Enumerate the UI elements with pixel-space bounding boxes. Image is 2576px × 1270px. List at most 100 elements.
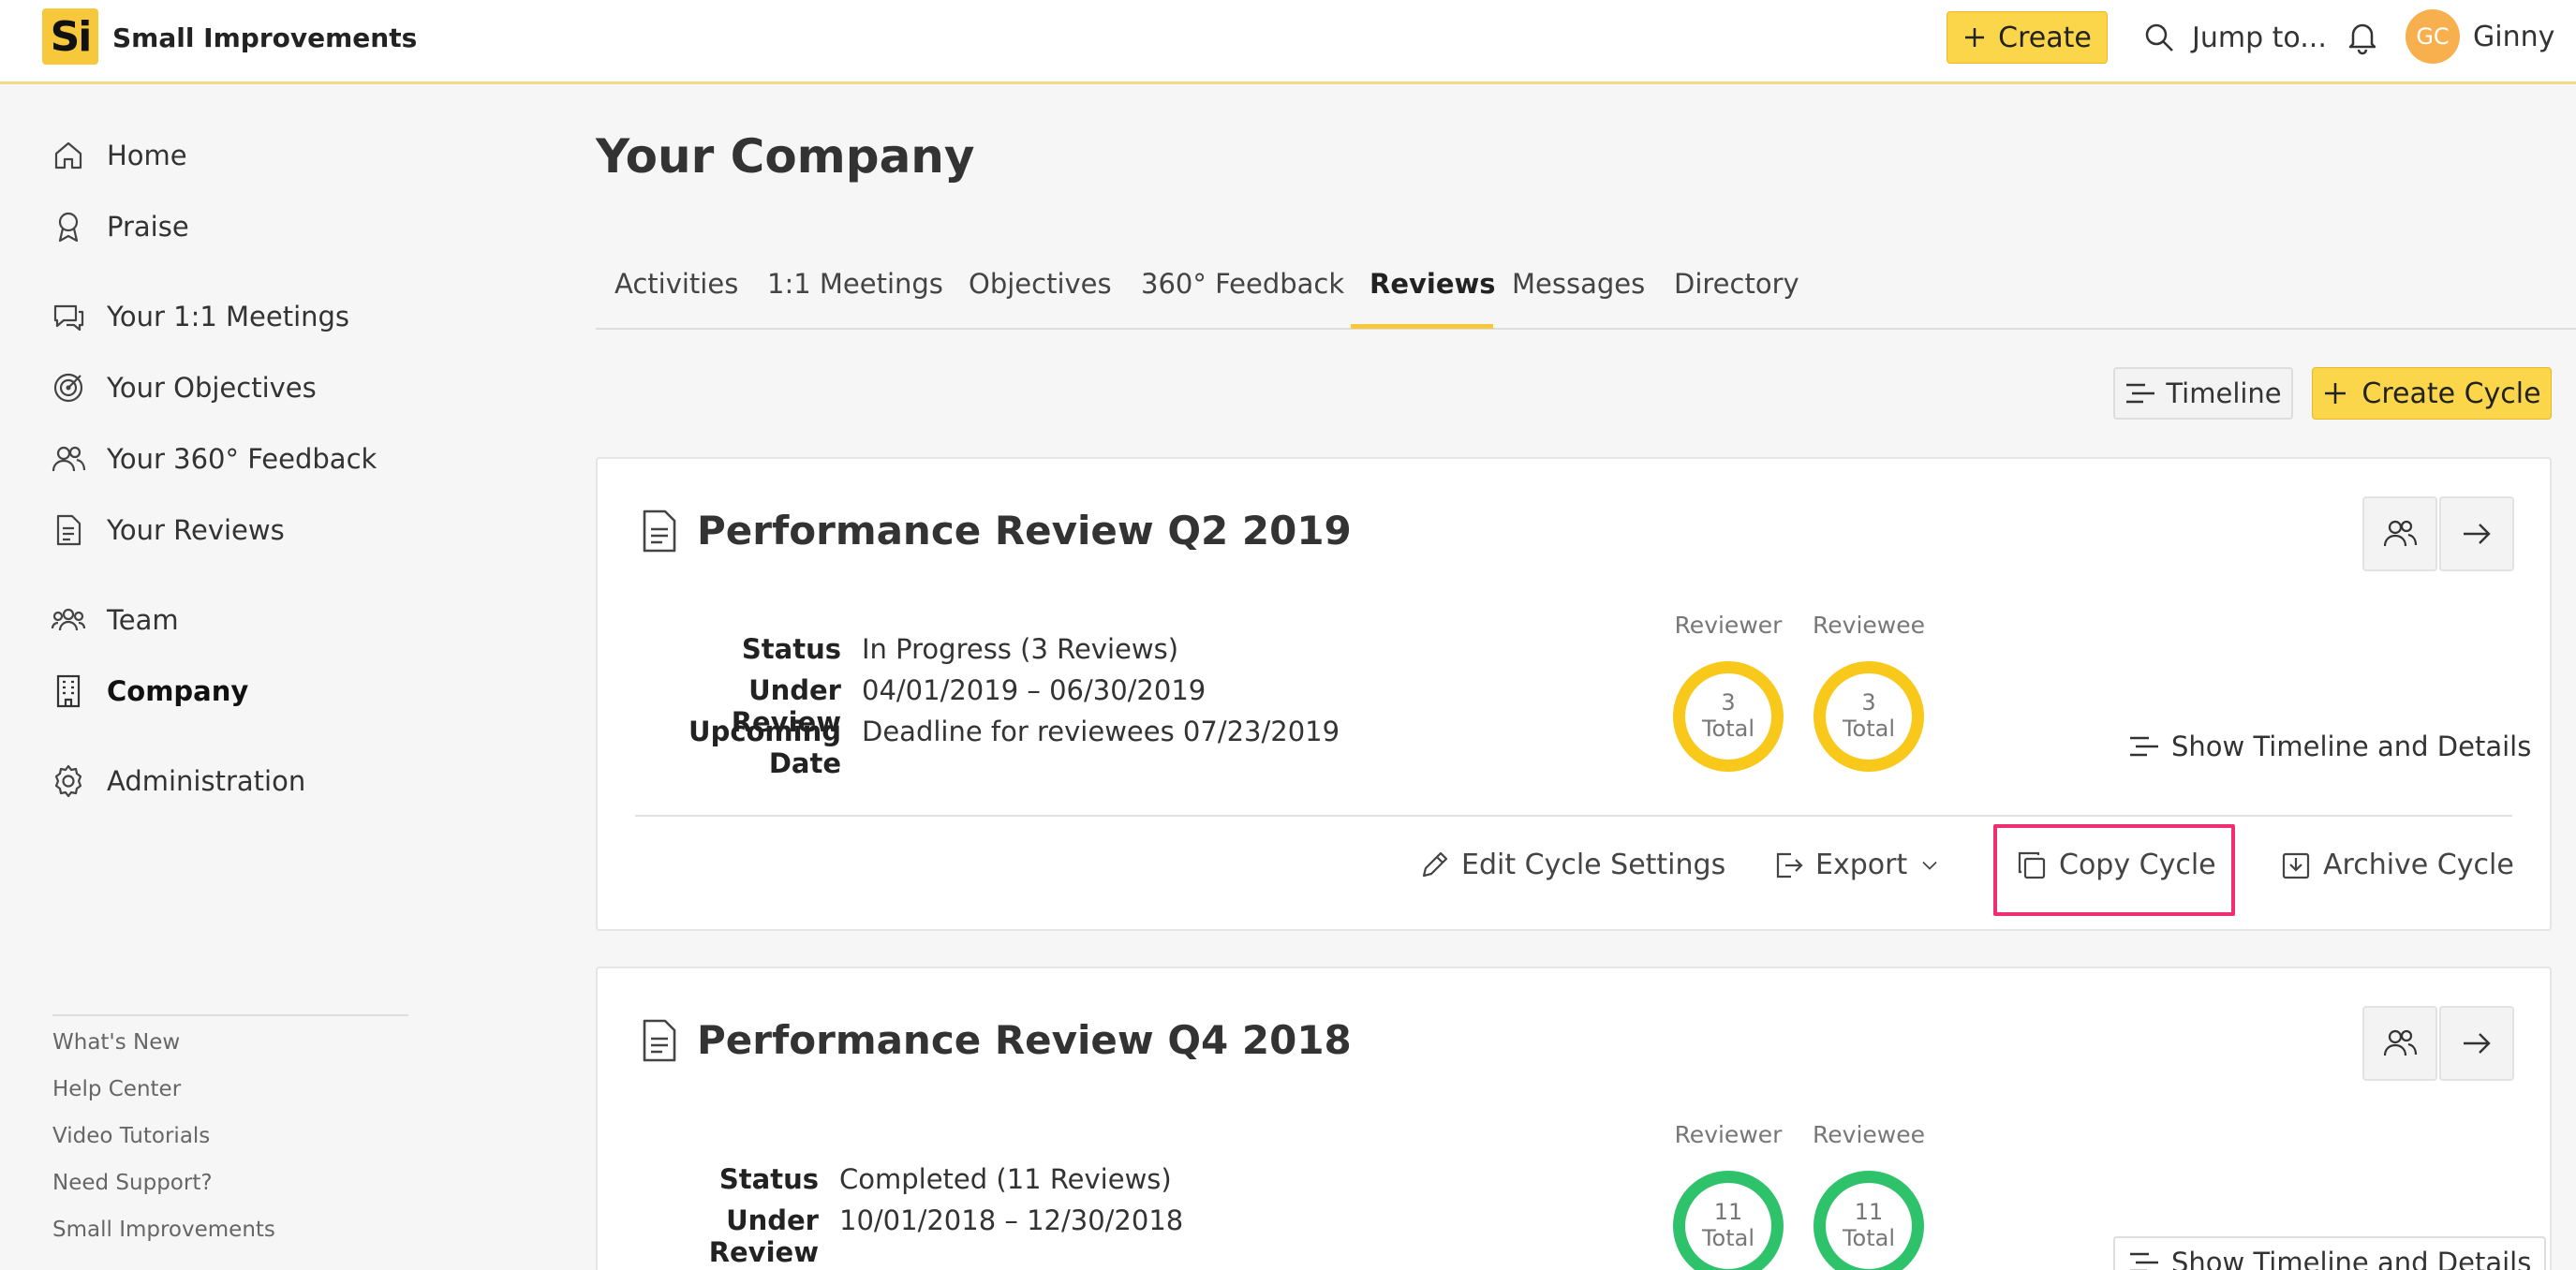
reviewee-label: Reviewee: [1813, 612, 1925, 639]
cycle-title[interactable]: Performance Review Q4 2018: [639, 1017, 1352, 1063]
sidebar-item-objectives[interactable]: Your Objectives: [51, 365, 317, 410]
open-cycle-button[interactable]: [2439, 496, 2514, 571]
reviewer-count: 3: [1721, 689, 1736, 716]
reviewee-progress-ring: 3 Total: [1814, 661, 1924, 772]
reviewer-total-label: Total: [1701, 716, 1755, 742]
card-divider: [635, 815, 2512, 817]
under-review-label: Under Review: [731, 674, 841, 738]
timeline-icon: [2130, 736, 2158, 757]
archive-cycle-label: Archive Cycle: [2323, 849, 2514, 881]
arrow-right-icon: [2464, 524, 2491, 544]
sidebar-item-label: Your Reviews: [107, 514, 285, 546]
reviewer-total-label: Total: [1701, 1225, 1755, 1251]
cycle-title[interactable]: Performance Review Q2 2019: [639, 508, 1352, 554]
sidebar-item-360-feedback[interactable]: Your 360° Feedback: [51, 436, 377, 481]
timeline-icon: [2130, 1252, 2158, 1270]
user-name[interactable]: Ginny: [2473, 21, 2555, 53]
plus-icon: [2325, 383, 2347, 404]
edit-cycle-settings-button[interactable]: Edit Cycle Settings: [1418, 849, 1725, 881]
gear-icon: [54, 764, 82, 798]
show-timeline-details-button[interactable]: Show Timeline and Details: [2113, 1236, 2547, 1270]
tab-activities[interactable]: Activities: [614, 268, 739, 300]
upcoming-date-label: Upcoming Date: [688, 716, 841, 779]
timeline-button[interactable]: Timeline: [2113, 367, 2293, 420]
pencil-icon: [1422, 851, 1448, 877]
create-button[interactable]: Create: [1947, 11, 2108, 64]
timeline-icon: [2126, 383, 2155, 404]
reviewee-progress-ring: 11 Total: [1814, 1171, 1924, 1270]
small-improvements-link[interactable]: Small Improvements: [52, 1218, 275, 1242]
under-review-label: Under Review: [708, 1204, 819, 1268]
tab-360-feedback[interactable]: 360° Feedback: [1141, 268, 1345, 300]
users-icon: [2383, 520, 2418, 547]
create-cycle-button[interactable]: Create Cycle: [2312, 367, 2552, 420]
help-center-link[interactable]: Help Center: [52, 1077, 182, 1101]
timeline-button-label: Timeline: [2166, 377, 2282, 409]
avatar[interactable]: GC: [2406, 9, 2460, 64]
target-icon: [53, 373, 83, 403]
show-details-label: Show Timeline and Details: [2171, 731, 2532, 762]
users-icon: [2383, 1029, 2418, 1056]
show-timeline-details-button[interactable]: Show Timeline and Details: [2128, 731, 2531, 762]
reviewer-progress-ring: 3 Total: [1673, 661, 1784, 772]
arrow-right-icon: [2464, 1033, 2491, 1054]
tab-bar: Activities 1:1 Meetings Objectives 360° …: [596, 251, 2576, 330]
bell-icon[interactable]: [2344, 18, 2381, 55]
archive-cycle-button[interactable]: Archive Cycle: [2280, 849, 2514, 881]
under-review-value: 10/01/2018 – 12/30/2018: [839, 1204, 1184, 1236]
plus-icon: [1965, 28, 1985, 47]
video-tutorials-link[interactable]: Video Tutorials: [52, 1124, 211, 1148]
create-cycle-label: Create Cycle: [2361, 377, 2541, 410]
home-icon: [54, 141, 82, 170]
participants-button[interactable]: [2362, 496, 2437, 571]
sidebar-item-praise[interactable]: Praise: [51, 204, 189, 249]
sidebar-item-reviews[interactable]: Your Reviews: [51, 508, 285, 553]
sidebar-item-company[interactable]: Company: [51, 669, 248, 714]
need-support-link[interactable]: Need Support?: [52, 1171, 213, 1195]
sidebar-item-home[interactable]: Home: [51, 133, 187, 178]
tab-meetings[interactable]: 1:1 Meetings: [767, 268, 943, 300]
sidebar-item-label: Home: [107, 140, 187, 171]
under-review-value: 04/01/2019 – 06/30/2019: [862, 674, 1207, 706]
participants-button[interactable]: [2362, 1006, 2437, 1081]
upcoming-date-row: Upcoming Date Deadline for reviewees 07/…: [635, 716, 1340, 779]
create-button-label: Create: [1998, 21, 2092, 54]
copy-cycle-label: Copy Cycle: [2059, 849, 2216, 881]
page-title: Your Company: [596, 129, 975, 184]
tab-directory[interactable]: Directory: [1674, 268, 1799, 300]
sidebar: Home Praise Your 1:1 Meetings Your Objec…: [0, 84, 525, 1270]
export-dropdown[interactable]: Export: [1772, 849, 1941, 881]
jump-to-search[interactable]: Jump to...: [2143, 17, 2327, 58]
active-tab-indicator: [1351, 324, 1493, 329]
archive-icon: [2282, 852, 2310, 879]
status-value: In Progress (3 Reviews): [862, 633, 1179, 665]
status-row: Status In Progress (3 Reviews): [635, 633, 1178, 665]
reviewee-total-label: Total: [1842, 1225, 1896, 1251]
brand-name: Small Improvements: [112, 22, 418, 53]
sidebar-item-meetings[interactable]: Your 1:1 Meetings: [51, 294, 349, 339]
document-icon: [643, 509, 676, 552]
status-value: Completed (11 Reviews): [839, 1163, 1172, 1195]
reviewee-total-label: Total: [1842, 716, 1896, 742]
reviewer-label: Reviewer: [1674, 1121, 1783, 1148]
copy-icon: [2018, 851, 2046, 879]
upcoming-date-value: Deadline for reviewees 07/23/2019: [862, 716, 1340, 747]
document-icon: [56, 514, 81, 546]
export-label: Export: [1815, 849, 1908, 881]
under-review-row: Under Review 10/01/2018 – 12/30/2018: [635, 1204, 1184, 1268]
chat-icon: [53, 304, 84, 332]
tab-reviews[interactable]: Reviews: [1369, 268, 1496, 300]
reviewee-label: Reviewee: [1813, 1121, 1925, 1148]
logo[interactable]: Si: [42, 8, 98, 65]
tab-messages[interactable]: Messages: [1512, 268, 1646, 300]
sidebar-item-administration[interactable]: Administration: [51, 759, 305, 804]
sidebar-item-team[interactable]: Team: [51, 598, 179, 642]
copy-cycle-button[interactable]: Copy Cycle: [2016, 849, 2216, 881]
tab-objectives[interactable]: Objectives: [969, 268, 1112, 300]
export-icon: [1776, 852, 1803, 878]
whats-new-link[interactable]: What's New: [52, 1030, 181, 1055]
sidebar-item-label: Your 360° Feedback: [107, 443, 378, 475]
edit-cycle-label: Edit Cycle Settings: [1461, 849, 1726, 881]
sidebar-item-label: Company: [107, 675, 249, 707]
open-cycle-button[interactable]: [2439, 1006, 2514, 1081]
